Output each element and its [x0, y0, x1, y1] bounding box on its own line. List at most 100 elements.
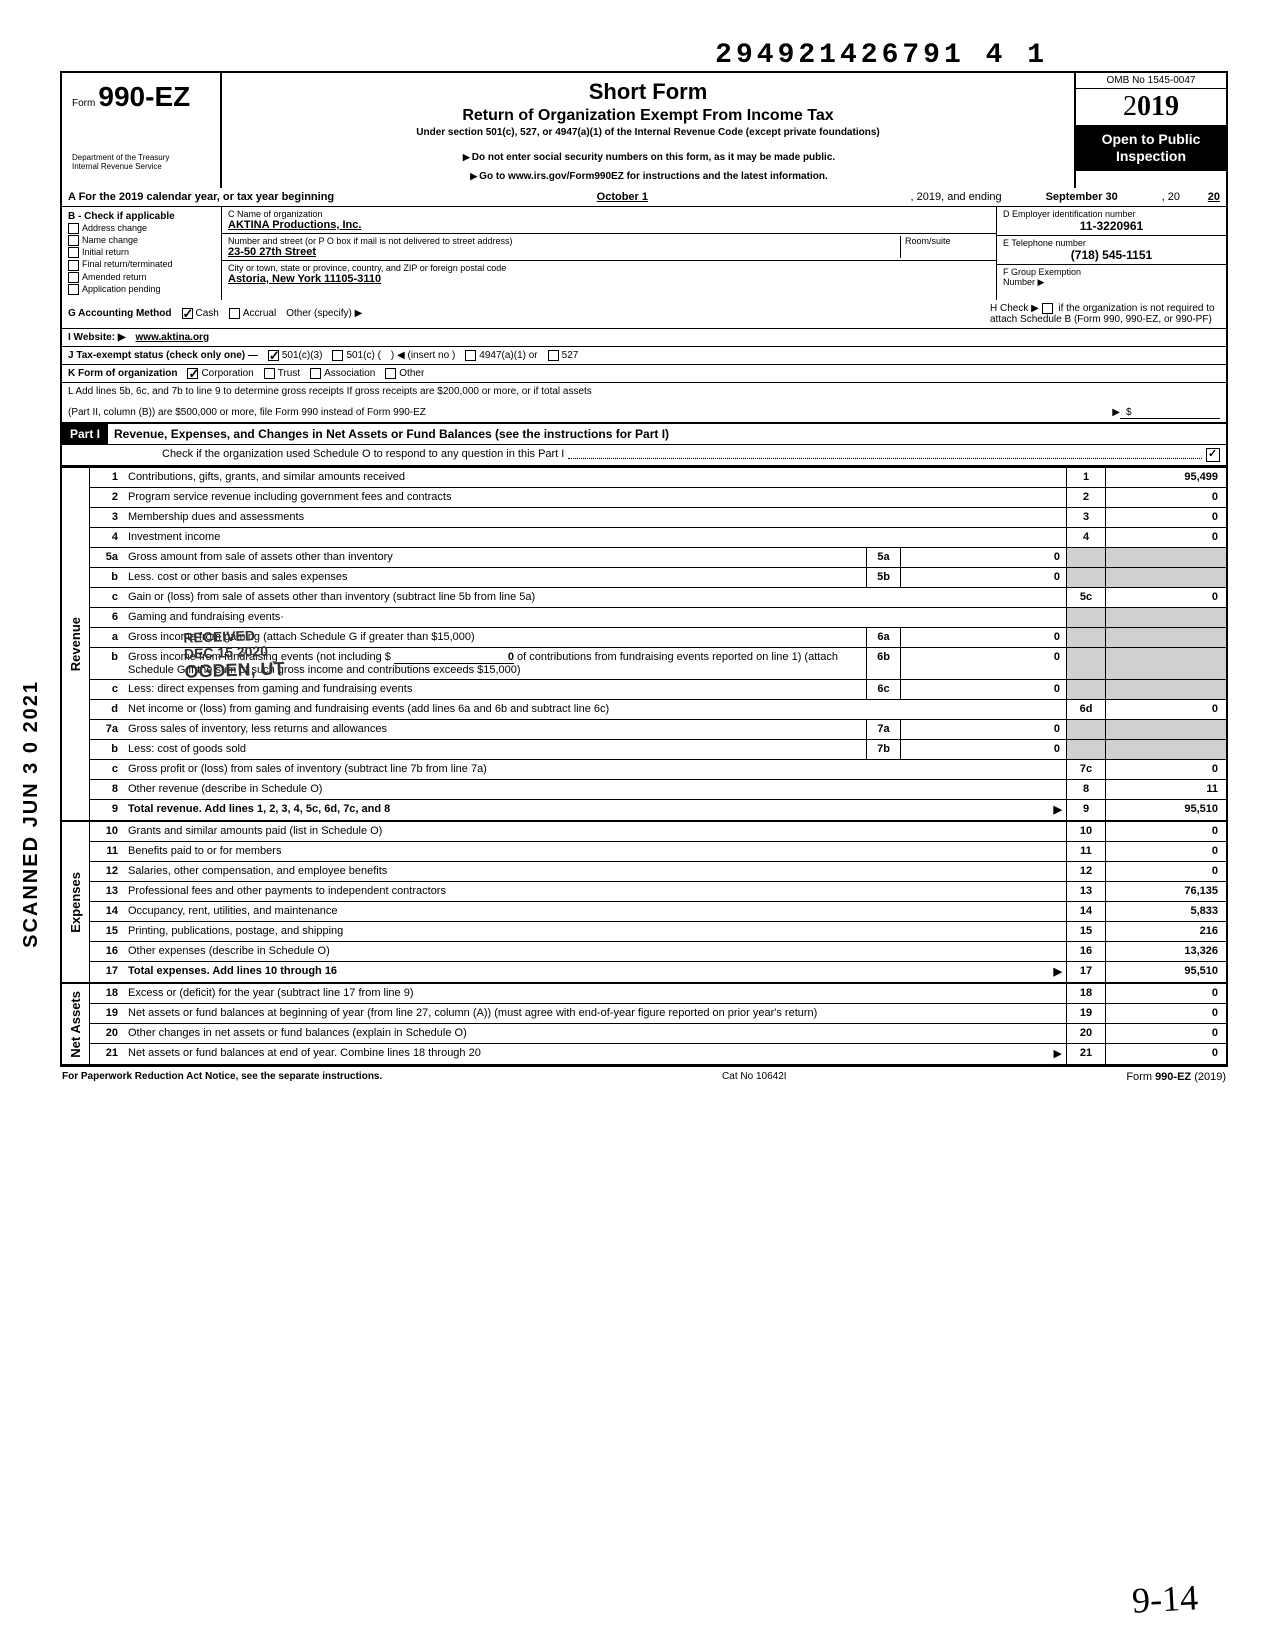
col-d-ids: D Employer identification number 11-3220…	[996, 207, 1226, 300]
chk-corporation[interactable]: Corporation	[187, 368, 253, 379]
chk-application-pending[interactable]: Application pending	[68, 284, 215, 295]
line-5a-amt: 0	[901, 548, 1066, 567]
chk-final-return[interactable]: Final return/terminated	[68, 259, 215, 270]
part-1-check-text: Check if the organization used Schedule …	[162, 448, 564, 462]
org-city: Astoria, New York 11105-3110	[228, 273, 990, 285]
chk-association[interactable]: Association	[310, 368, 375, 379]
l-text1: L Add lines 5b, 6c, and 7b to line 9 to …	[68, 386, 1220, 397]
c-label: C Name of organization	[228, 209, 990, 219]
expenses-label: Expenses	[66, 868, 85, 937]
chk-address-change[interactable]: Address change	[68, 223, 215, 234]
revenue-section: Revenue 1Contributions, gifts, grants, a…	[60, 468, 1228, 822]
subtitle: Under section 501(c), 527, or 4947(a)(1)…	[232, 127, 1064, 138]
chk-schedule-b[interactable]	[1042, 303, 1053, 314]
line-5a-desc: Gross amount from sale of assets other t…	[124, 548, 866, 567]
chk-trust[interactable]: Trust	[264, 368, 300, 379]
chk-527[interactable]: 527	[548, 350, 579, 361]
chk-name-change[interactable]: Name change	[68, 235, 215, 246]
right-header: OMB No 1545-0047 2019 Open to Public Ins…	[1076, 73, 1226, 188]
line-18-amt: 0	[1106, 984, 1226, 1003]
tax-year-end-month: September 30	[1002, 191, 1162, 203]
line-6d-amt: 0	[1106, 700, 1226, 719]
f-label2: Number ▶	[1003, 277, 1044, 287]
line-7a-amt: 0	[901, 720, 1066, 739]
part-1-title: Revenue, Expenses, and Changes in Net As…	[108, 424, 1226, 444]
part-1: Part I Revenue, Expenses, and Changes in…	[60, 424, 1228, 468]
g-label: G Accounting Method	[68, 308, 172, 319]
h-label: H Check ▶	[990, 303, 1039, 314]
tax-year-begin: October 1	[334, 191, 910, 203]
line-9-desc: Total revenue. Add lines 1, 2, 3, 4, 5c,…	[124, 800, 1066, 820]
line-2-desc: Program service revenue including govern…	[124, 488, 1066, 507]
form-number: 990-EZ	[98, 81, 190, 112]
line-7c-amt: 0	[1106, 760, 1226, 779]
form-header: Form 990-EZ Department of the Treasury I…	[60, 71, 1228, 188]
col-b-checkboxes: B - Check if applicable Address change N…	[62, 207, 222, 300]
line-6b-desc: Gross income from fundraising events (no…	[124, 648, 866, 679]
other-specify: Other (specify) ▶	[286, 308, 362, 319]
line-12-desc: Salaries, other compensation, and employ…	[124, 862, 1066, 881]
line-10-desc: Grants and similar amounts paid (list in…	[124, 822, 1066, 841]
line-5c-amt: 0	[1106, 588, 1226, 607]
line-8-desc: Other revenue (describe in Schedule O)	[124, 780, 1066, 799]
main-title: Return of Organization Exempt From Incom…	[232, 107, 1064, 125]
chk-501c3[interactable]: 501(c)(3)	[268, 350, 323, 361]
open-to-public: Open to Public Inspection	[1076, 125, 1226, 171]
line-5c-desc: Gain or (loss) from sale of assets other…	[124, 588, 1066, 607]
expenses-section: Expenses 10Grants and similar amounts pa…	[60, 822, 1228, 984]
chk-other-org[interactable]: Other	[385, 368, 424, 379]
room-suite-label: Room/suite	[900, 236, 990, 258]
line-6d-desc: Net income or (loss) from gaming and fun…	[124, 700, 1066, 719]
line-1-desc: Contributions, gifts, grants, and simila…	[124, 468, 1066, 487]
title-cell: Short Form Return of Organization Exempt…	[222, 73, 1076, 188]
line-5b-desc: Less. cost or other basis and sales expe…	[124, 568, 866, 587]
line-3-amt: 0	[1106, 508, 1226, 527]
chk-initial-return[interactable]: Initial return	[68, 247, 215, 258]
line-14-desc: Occupancy, rent, utilities, and maintena…	[124, 902, 1066, 921]
revenue-label: Revenue	[66, 613, 85, 675]
line-17-desc: Total expenses. Add lines 10 through 16 …	[124, 962, 1066, 982]
addr-label: Number and street (or P O box if mail is…	[228, 236, 900, 246]
line-4-amt: 0	[1106, 528, 1226, 547]
part-1-label: Part I	[62, 424, 108, 444]
footer-right: Form 990-EZ (2019)	[1126, 1071, 1226, 1083]
org-street: 23-50 27th Street	[228, 246, 900, 258]
city-label: City or town, state or province, country…	[228, 263, 990, 273]
phone-value: (718) 545-1151	[1003, 248, 1220, 262]
short-form-title: Short Form	[232, 79, 1064, 105]
line-1-amt: 95,499	[1106, 468, 1226, 487]
line-11-desc: Benefits paid to or for members	[124, 842, 1066, 861]
chk-amended-return[interactable]: Amended return	[68, 272, 215, 283]
chk-4947[interactable]: 4947(a)(1) or	[465, 350, 537, 361]
line-6c-desc: Less: direct expenses from gaming and fu…	[124, 680, 866, 699]
chk-cash[interactable]: Cash	[182, 308, 219, 319]
e-label: E Telephone number	[1003, 238, 1086, 248]
line-3-desc: Membership dues and assessments	[124, 508, 1066, 527]
line-7c-desc: Gross profit or (loss) from sales of inv…	[124, 760, 1066, 779]
line-6b-amt: 0	[901, 648, 1066, 679]
chk-501c[interactable]: 501(c) (	[332, 350, 380, 361]
line-6-desc: Gaming and fundraising events·	[124, 608, 1066, 627]
line-13-amt: 76,135	[1106, 882, 1226, 901]
line-5b-amt: 0	[901, 568, 1066, 587]
form-id-cell: Form 990-EZ Department of the Treasury I…	[62, 73, 222, 188]
line-9-amt: 95,510	[1106, 800, 1226, 820]
line-7a-desc: Gross sales of inventory, less returns a…	[124, 720, 866, 739]
ein-value: 11-3220961	[1003, 219, 1220, 233]
f-label: F Group Exemption	[1003, 267, 1081, 277]
line-20-amt: 0	[1106, 1024, 1226, 1043]
scanned-stamp: SCANNED JUN 3 0 2021	[20, 680, 43, 948]
dept-treasury: Department of the Treasury	[72, 153, 210, 162]
line-20-desc: Other changes in net assets or fund bala…	[124, 1024, 1066, 1043]
chk-accrual[interactable]: Accrual	[229, 308, 276, 319]
line-16-desc: Other expenses (describe in Schedule O)	[124, 942, 1066, 961]
chk-schedule-o[interactable]	[1206, 448, 1220, 462]
col-c-org-info: C Name of organization AKTINA Production…	[222, 207, 996, 300]
footer-left: For Paperwork Reduction Act Notice, see …	[62, 1071, 382, 1083]
org-name: AKTINA Productions, Inc.	[228, 219, 990, 231]
i-label: I Website: ▶	[68, 332, 126, 343]
line-21-desc: Net assets or fund balances at end of ye…	[124, 1044, 1066, 1064]
line-2-amt: 0	[1106, 488, 1226, 507]
line-6a-desc: Gross income from gaming (attach Schedul…	[124, 628, 866, 647]
tax-year-end-year: 20	[1180, 191, 1220, 203]
